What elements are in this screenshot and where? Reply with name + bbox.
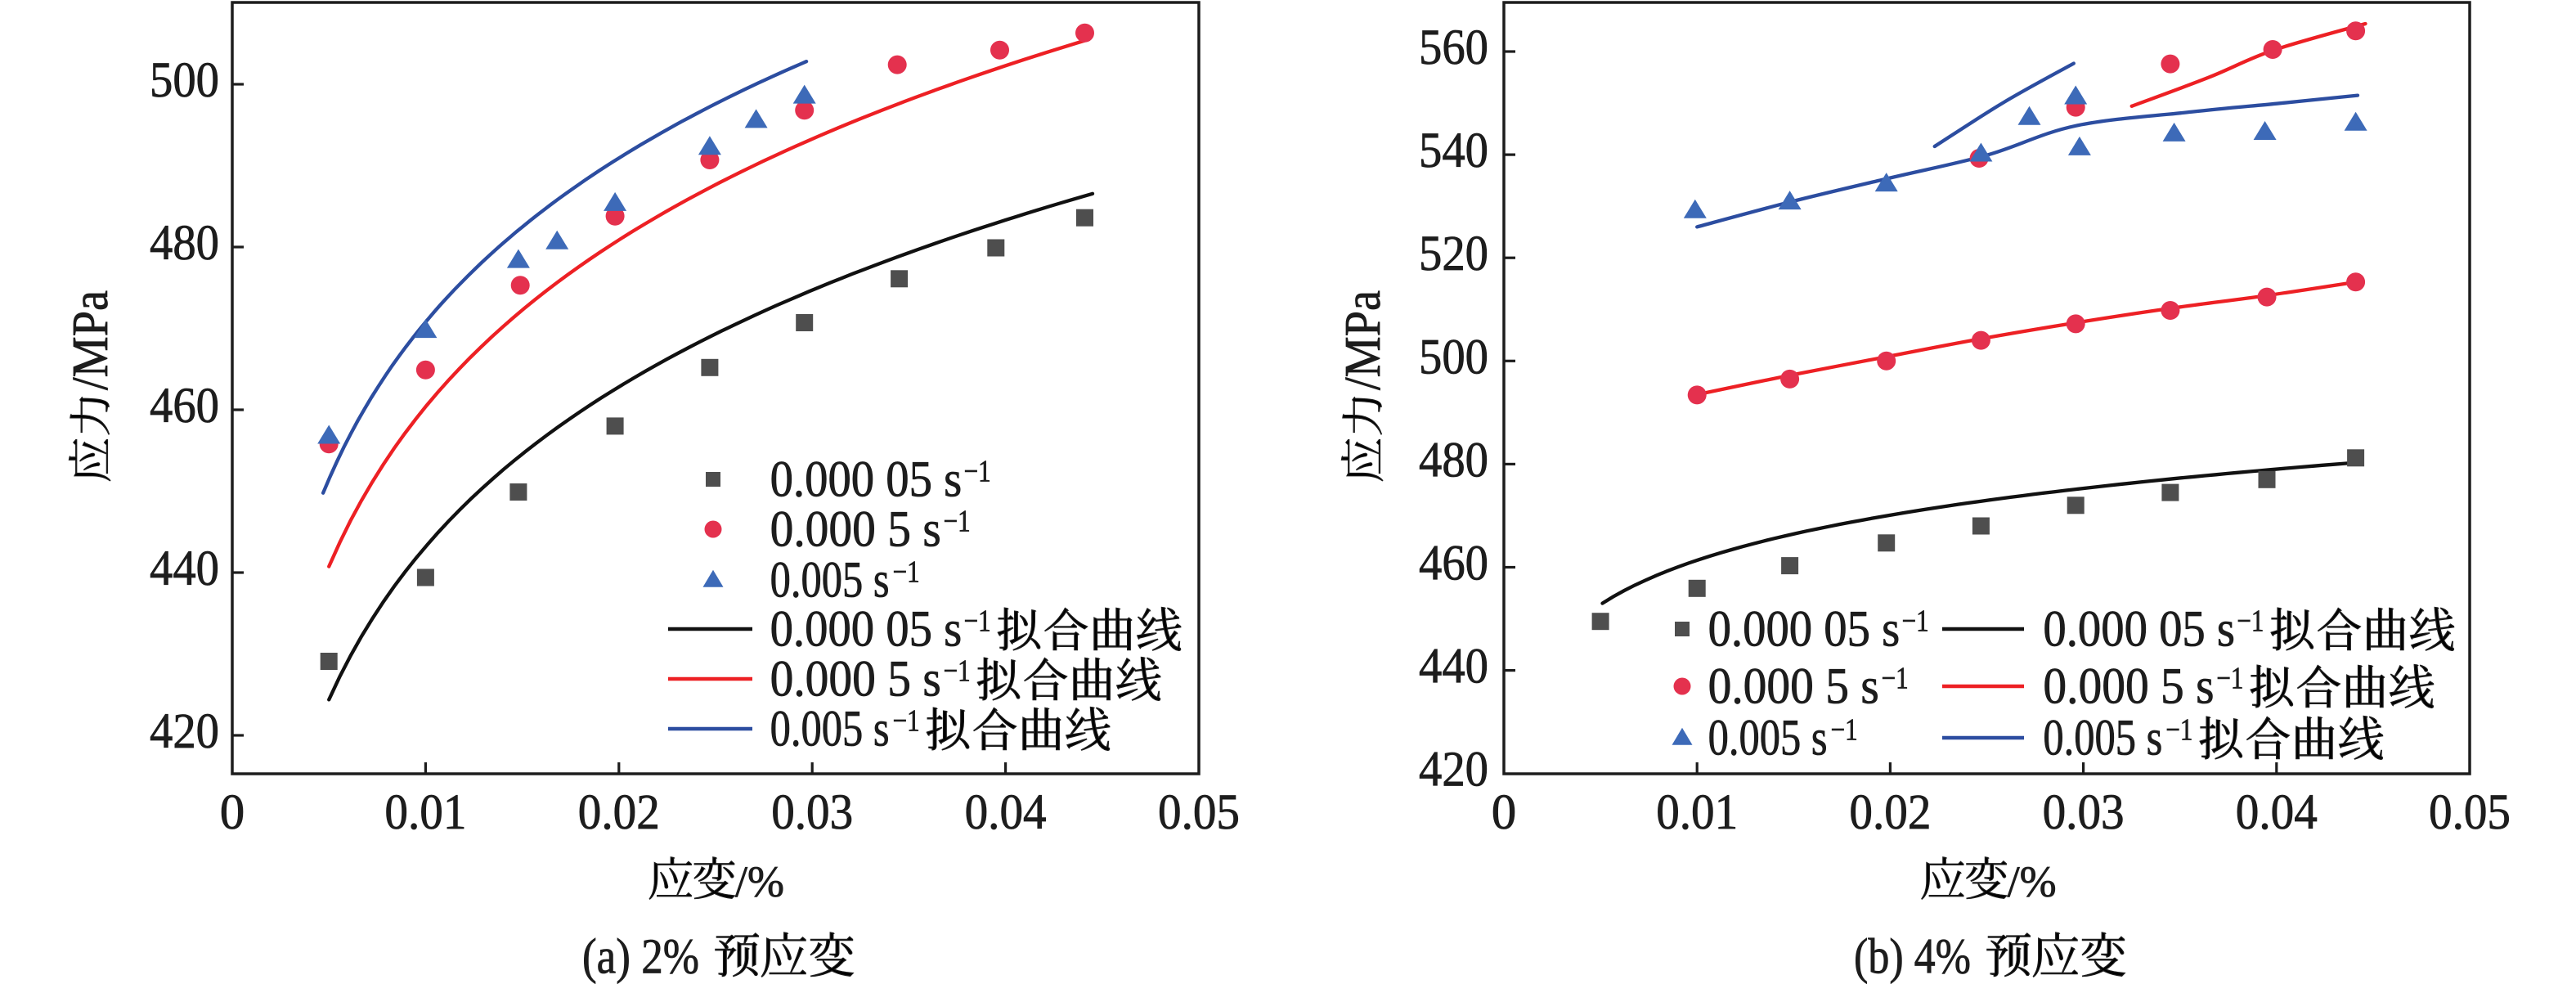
svg-text:/MPa: /MPa (1335, 290, 1391, 390)
svg-text:0.000 05 s: 0.000 05 s (2043, 602, 2235, 658)
svg-text:(b) 4%: (b) 4% (1854, 929, 1971, 984)
svg-text:0.01: 0.01 (1656, 785, 1738, 840)
svg-text:540: 540 (1419, 124, 1488, 178)
svg-text:(a) 2%: (a) 2% (582, 929, 699, 984)
svg-text:0.05: 0.05 (1158, 785, 1240, 840)
svg-text:−1: −1 (1902, 604, 1929, 639)
svg-text:−1: −1 (1831, 713, 1858, 748)
svg-text:−1: −1 (893, 555, 920, 590)
svg-text:0.02: 0.02 (578, 785, 660, 840)
svg-text:0.02: 0.02 (1849, 785, 1931, 840)
svg-text:−1: −1 (964, 604, 991, 639)
svg-text:0.04: 0.04 (2236, 785, 2318, 840)
svg-text:0.03: 0.03 (771, 785, 853, 840)
svg-text:420: 420 (150, 704, 219, 759)
svg-text:520: 520 (1419, 227, 1488, 281)
svg-text:0.000 05 s: 0.000 05 s (770, 452, 963, 508)
svg-text:0: 0 (220, 785, 245, 840)
svg-text:0.05: 0.05 (2429, 785, 2511, 840)
svg-text:460: 460 (1419, 537, 1488, 591)
svg-text:−1: −1 (2237, 604, 2264, 639)
svg-text:−1: −1 (944, 505, 971, 539)
svg-text:−1: −1 (944, 654, 971, 689)
svg-text:−1: −1 (2216, 662, 2243, 696)
svg-text:0.000 5 s: 0.000 5 s (1708, 659, 1879, 715)
svg-text:500: 500 (150, 53, 219, 108)
svg-text:0.000 05 s: 0.000 05 s (770, 602, 963, 658)
svg-text:0.000 5 s: 0.000 5 s (770, 502, 941, 558)
svg-text:/%: /% (735, 857, 784, 906)
svg-text:440: 440 (1419, 640, 1488, 694)
svg-text:480: 480 (1419, 433, 1488, 488)
svg-text:0.005 s: 0.005 s (2043, 711, 2162, 766)
svg-text:−1: −1 (1882, 662, 1909, 696)
svg-text:−1: −1 (964, 455, 991, 489)
svg-text:0.04: 0.04 (965, 785, 1047, 840)
svg-text:−1: −1 (2165, 713, 2192, 748)
svg-text:0.03: 0.03 (2043, 785, 2125, 840)
svg-text:0.005 s: 0.005 s (770, 702, 890, 757)
svg-text:560: 560 (1419, 20, 1488, 75)
svg-text:/MPa: /MPa (63, 290, 119, 390)
svg-text:420: 420 (1419, 743, 1488, 798)
svg-text:460: 460 (150, 379, 219, 434)
svg-text:500: 500 (1419, 330, 1488, 384)
svg-text:0.000 05 s: 0.000 05 s (1708, 602, 1901, 658)
svg-text:0.000 5 s: 0.000 5 s (770, 652, 941, 708)
svg-text:/%: /% (2008, 857, 2057, 906)
svg-text:0.01: 0.01 (384, 785, 466, 840)
svg-text:0.005 s: 0.005 s (1708, 711, 1828, 766)
svg-text:−1: −1 (893, 704, 920, 739)
svg-text:0.005 s: 0.005 s (770, 553, 890, 609)
svg-text:480: 480 (150, 216, 219, 271)
svg-text:440: 440 (150, 541, 219, 596)
svg-text:0: 0 (1492, 785, 1517, 840)
svg-text:0.000 5 s: 0.000 5 s (2043, 659, 2214, 715)
